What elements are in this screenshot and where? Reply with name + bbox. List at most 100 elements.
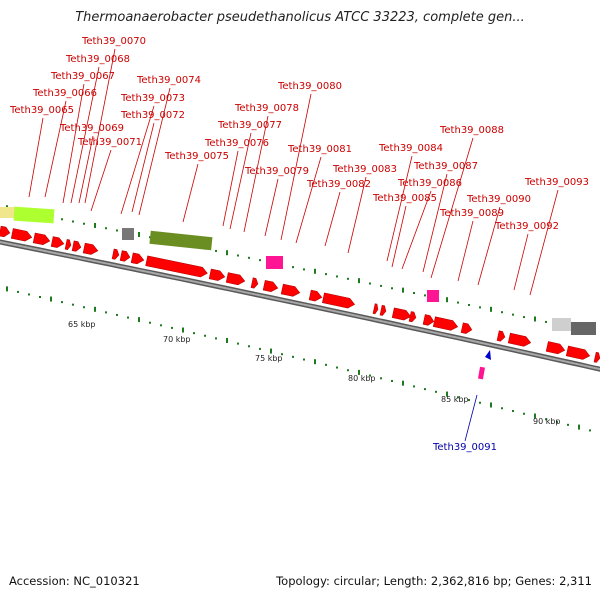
cds-arrow xyxy=(593,351,600,363)
tick-mark xyxy=(237,254,239,257)
cds-arrow xyxy=(50,236,65,248)
tick-mark xyxy=(226,338,228,344)
tick-mark xyxy=(17,290,19,293)
tick-mark xyxy=(457,301,459,304)
tick-mark xyxy=(237,342,239,345)
rna-feature-minus xyxy=(477,366,485,380)
tick-mark xyxy=(391,379,393,382)
tick-mark xyxy=(512,313,514,316)
scale-label: 65 kbp xyxy=(68,320,96,329)
gene-label: Teth39_0074 xyxy=(136,75,201,86)
tick-mark xyxy=(259,259,261,262)
label-leader-line xyxy=(229,132,252,230)
genome-backbone xyxy=(0,239,600,372)
tick-mark xyxy=(457,396,459,399)
tick-mark xyxy=(94,222,96,228)
gene-label: Teth39_0066 xyxy=(32,88,97,99)
cds-arrow xyxy=(422,314,435,326)
cds-arrow xyxy=(372,303,379,315)
gene-label: Teth39_0086 xyxy=(397,178,462,189)
cds-arrow xyxy=(565,345,591,360)
tick-mark xyxy=(424,388,426,391)
tick-mark xyxy=(138,231,140,237)
tick-mark xyxy=(358,278,360,284)
gene-label: Teth39_0085 xyxy=(372,193,437,204)
label-leader-line xyxy=(422,173,448,273)
label-leader-line xyxy=(90,149,112,212)
cds-arrow xyxy=(280,283,301,297)
tick-mark xyxy=(446,297,448,303)
gene-label: Teth39_0067 xyxy=(50,71,115,82)
scale-labels: 65 kbp 70 kbp 75 kbp 80 kbp 85 kbp 90 kbp xyxy=(68,320,561,426)
rna-feature xyxy=(427,290,439,302)
label-leader-line xyxy=(243,115,269,233)
gene-label: Teth39_0065 xyxy=(9,105,74,116)
tick-mark xyxy=(314,359,316,365)
tick-mark xyxy=(479,401,481,404)
label-leader-line xyxy=(28,117,44,198)
label-leader-line xyxy=(120,105,155,215)
scale-label: 70 kbp xyxy=(163,335,191,344)
cds-arrow xyxy=(32,232,51,245)
gene-label: Teth39_0071 xyxy=(77,137,142,148)
accession-text: Accession: NC_010321 xyxy=(9,574,140,588)
label-leader-line xyxy=(62,83,85,204)
tick-mark xyxy=(83,222,85,225)
gene-label: Teth39_0092 xyxy=(494,221,559,232)
tick-mark xyxy=(479,306,481,309)
tick-mark xyxy=(182,327,184,333)
tick-mark xyxy=(556,421,558,424)
tick-mark xyxy=(380,377,382,380)
tick-mark xyxy=(545,418,547,421)
label-leader-line xyxy=(295,156,322,244)
tick-mark xyxy=(468,303,470,306)
tick-mark xyxy=(567,423,569,426)
label-leader-line xyxy=(401,190,432,270)
tick-mark xyxy=(424,294,426,297)
label-leader-line xyxy=(70,66,100,204)
cds-arrow xyxy=(208,268,226,281)
label-leader-line xyxy=(391,205,407,268)
label-leader-line xyxy=(324,191,341,247)
tick-mark xyxy=(325,273,327,276)
tick-mark xyxy=(369,374,371,377)
label-leader-line xyxy=(138,87,171,216)
tick-mark xyxy=(347,277,349,280)
label-leader-line xyxy=(457,220,474,282)
tick-mark xyxy=(105,311,107,314)
cds-arrow xyxy=(82,242,99,255)
gene-label: Teth39_0078 xyxy=(234,103,299,114)
cds-arrow xyxy=(250,277,259,289)
feature-block xyxy=(552,318,571,331)
tick-mark xyxy=(446,391,448,397)
cds-arrow xyxy=(0,225,11,238)
cds-arrow xyxy=(64,239,72,250)
tick-mark xyxy=(204,334,206,337)
scale-label: 75 kbp xyxy=(255,354,283,363)
cds-arrow xyxy=(379,304,387,316)
tick-mark xyxy=(28,293,30,296)
map-title: Thermoanaerobacter pseudethanolicus ATCC… xyxy=(75,10,525,25)
tick-mark xyxy=(303,268,305,271)
feature-block xyxy=(571,322,596,335)
gene-label: Teth39_0084 xyxy=(378,143,443,154)
gene-label: Teth39_0093 xyxy=(524,177,589,188)
tick-mark xyxy=(380,284,382,287)
gene-label: Teth39_0081 xyxy=(287,144,352,155)
cds-arrow xyxy=(111,248,120,260)
label-leader-line xyxy=(131,122,155,213)
tick-mark xyxy=(589,429,591,432)
tick-mark xyxy=(534,413,536,419)
rna-feature xyxy=(266,256,283,269)
tick-mark xyxy=(6,286,8,292)
gene-labels: Teth39_0065 Teth39_0066 Teth39_0067 Teth39_… xyxy=(9,36,589,453)
tick-mark xyxy=(116,313,118,316)
cds-arrow xyxy=(322,292,356,309)
gene-label: Teth39_0079 xyxy=(244,166,309,177)
cds-arrow xyxy=(408,311,417,323)
tick-mark xyxy=(523,412,525,415)
tick-mark xyxy=(413,385,415,388)
scale-label: 80 kbp xyxy=(348,374,376,383)
gene-label: Teth39_0075 xyxy=(164,151,229,162)
